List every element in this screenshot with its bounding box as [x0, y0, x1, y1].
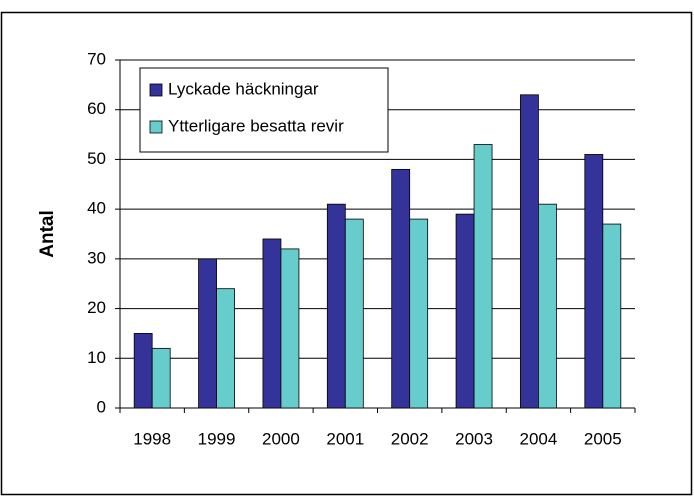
bar	[538, 203, 557, 409]
bar	[151, 347, 171, 409]
legend-label: Lyckade häckningar	[168, 79, 319, 98]
bar	[262, 238, 282, 409]
x-tick-label: 2005	[584, 429, 622, 448]
bar	[326, 203, 346, 409]
y-axis-label: Antal	[37, 210, 58, 258]
bar	[391, 168, 411, 409]
y-tick-label: 60	[87, 99, 106, 118]
bar	[344, 218, 364, 409]
bar	[520, 94, 539, 409]
bar	[280, 248, 300, 409]
y-tick-label: 30	[87, 248, 106, 267]
y-tick-label: 50	[87, 149, 106, 168]
y-tick-label: 40	[87, 199, 106, 218]
bar	[455, 213, 475, 409]
y-tick-label: 10	[87, 348, 106, 367]
x-tick-label: 2003	[455, 429, 493, 448]
legend-label: Ytterligare besatta revir	[168, 116, 344, 135]
x-tick-label: 1999	[198, 429, 236, 448]
bar	[602, 223, 622, 409]
legend-box	[139, 67, 389, 153]
x-tick-label: 2000	[262, 429, 300, 448]
x-tick-label: 2002	[391, 429, 429, 448]
bar	[584, 154, 604, 409]
bar	[473, 144, 493, 409]
y-tick-label: 70	[87, 49, 106, 68]
bar	[133, 333, 153, 409]
legend-swatch	[149, 83, 163, 97]
x-tick-label: 1998	[133, 429, 171, 448]
x-tick-label: 2004	[520, 429, 558, 448]
bar	[409, 218, 429, 409]
frame	[0, 11, 693, 496]
x-tick-label: 2001	[326, 429, 364, 448]
y-tick-label: 20	[87, 298, 106, 317]
legend-swatch	[149, 120, 163, 134]
y-tick-label: 0	[97, 397, 106, 416]
bar	[216, 288, 235, 409]
bar	[198, 258, 217, 409]
